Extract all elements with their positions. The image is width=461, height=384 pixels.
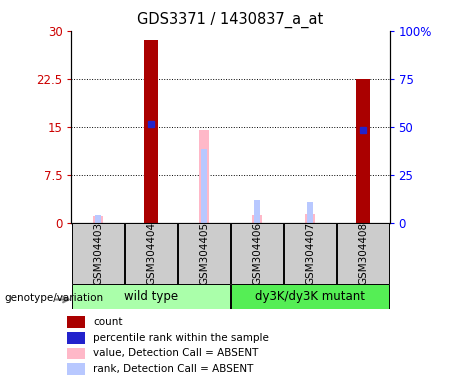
Text: GSM304403: GSM304403	[93, 222, 103, 285]
Bar	[355, 79, 371, 223]
Bar	[95, 215, 101, 223]
Bar	[67, 332, 85, 344]
Text: percentile rank within the sample: percentile rank within the sample	[93, 333, 269, 343]
Bar	[252, 215, 262, 223]
Bar	[93, 216, 103, 223]
Bar	[254, 200, 260, 223]
Title: GDS3371 / 1430837_a_at: GDS3371 / 1430837_a_at	[137, 12, 324, 28]
Text: dy3K/dy3K mutant: dy3K/dy3K mutant	[255, 290, 365, 303]
Bar	[199, 130, 209, 223]
Bar	[230, 284, 390, 309]
Text: rank, Detection Call = ABSENT: rank, Detection Call = ABSENT	[93, 364, 254, 374]
Bar	[201, 149, 207, 223]
Bar	[71, 284, 230, 309]
Text: GSM304408: GSM304408	[358, 222, 368, 285]
Bar	[67, 348, 85, 359]
Bar	[337, 223, 390, 284]
Bar	[305, 214, 315, 223]
Bar	[177, 223, 230, 284]
Text: GSM304406: GSM304406	[252, 222, 262, 285]
Bar	[67, 316, 85, 328]
Bar	[284, 223, 337, 284]
Bar	[124, 223, 177, 284]
Text: wild type: wild type	[124, 290, 178, 303]
Text: GSM304404: GSM304404	[146, 222, 156, 285]
Text: count: count	[93, 317, 123, 327]
Text: value, Detection Call = ABSENT: value, Detection Call = ABSENT	[93, 348, 258, 358]
Bar	[67, 363, 85, 375]
Bar	[307, 202, 313, 223]
Text: GSM304407: GSM304407	[305, 222, 315, 285]
Text: genotype/variation: genotype/variation	[5, 293, 104, 303]
Text: GSM304405: GSM304405	[199, 222, 209, 285]
Bar	[71, 223, 124, 284]
Bar	[230, 223, 284, 284]
Bar	[143, 40, 159, 223]
